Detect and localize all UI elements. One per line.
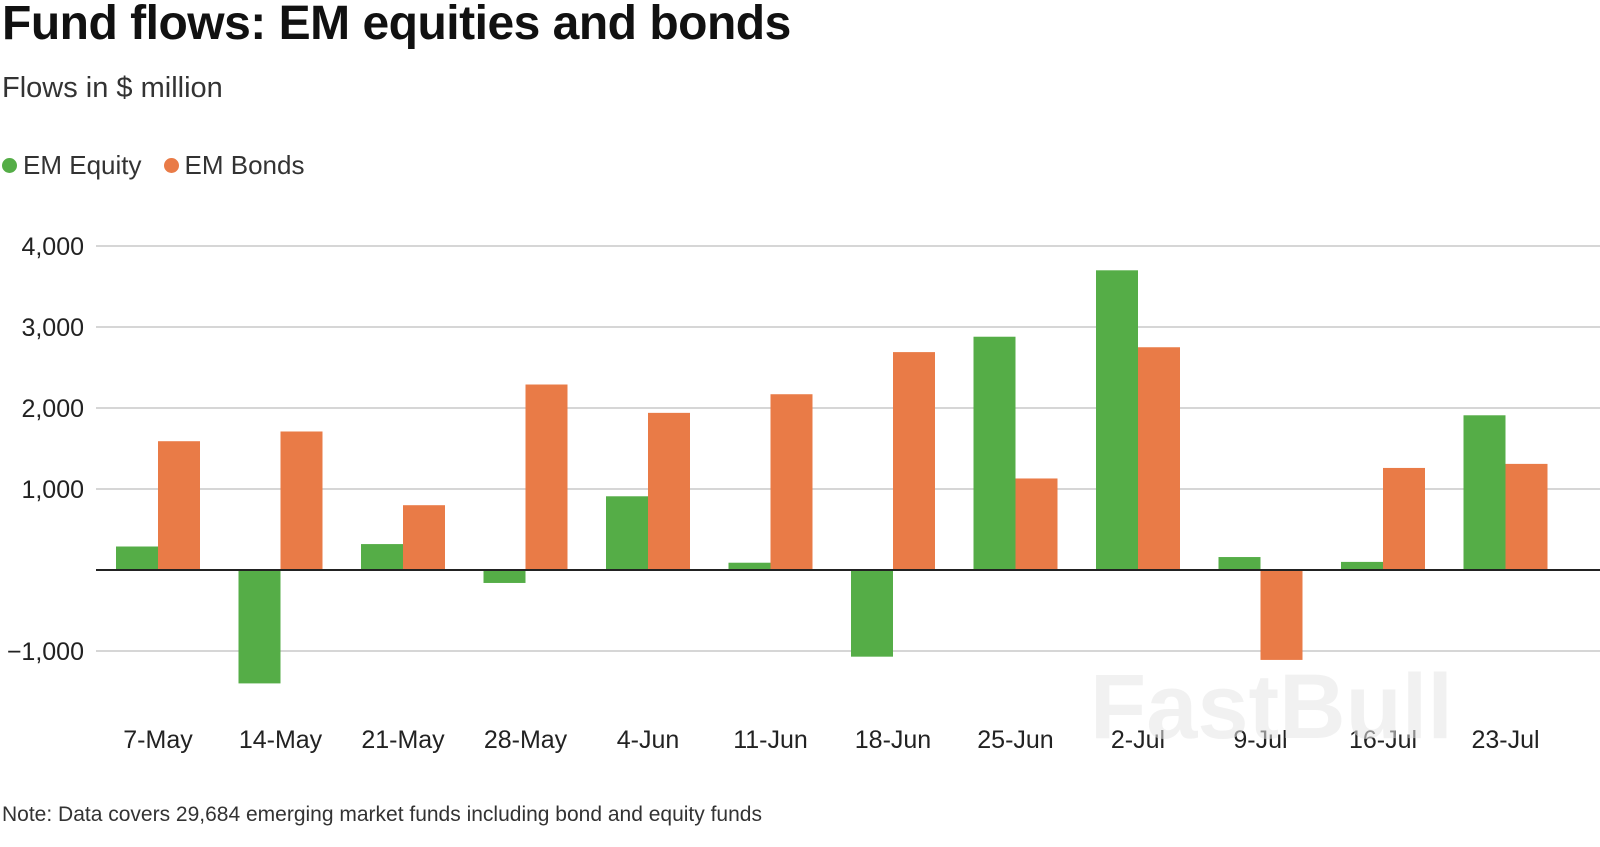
x-tick-label: 18-Jun — [855, 726, 931, 754]
legend: EM Equity EM Bonds — [2, 150, 304, 181]
bar-bonds-9-jul — [1260, 570, 1303, 660]
x-tick-label: 2-Jul — [1111, 726, 1165, 754]
bar-equity-7-may — [116, 546, 158, 570]
x-tick-label: 28-May — [484, 726, 568, 754]
x-tick-label: 25-Jun — [977, 726, 1053, 754]
y-tick-label: 4,000 — [21, 233, 84, 261]
legend-label-bonds: EM Bonds — [184, 150, 305, 180]
bar-layer — [116, 270, 1548, 684]
watermark-logo: FastBull — [1090, 656, 1453, 758]
bar-equity-2-jul — [1096, 270, 1138, 570]
legend-dot-bonds — [163, 158, 179, 173]
legend-dot-equity — [2, 158, 17, 173]
chart-note: Note: Data covers 29,684 emerging market… — [2, 803, 762, 826]
bar-equity-23-jul — [1463, 415, 1506, 570]
grid-layer — [96, 245, 1600, 652]
bar-equity-18-jun — [851, 570, 893, 657]
bar-bonds-7-may — [158, 441, 200, 570]
bar-bonds-16-jul — [1383, 467, 1425, 570]
label-layer: 4,000 3,000 2,000 1,000 −1,000 7-May 14-May 21-… — [7, 233, 1540, 754]
x-tick-label: 4-Jun — [617, 726, 680, 754]
y-tick-label: −1,000 — [7, 638, 84, 666]
bar-bonds-25-jun — [1015, 478, 1058, 570]
x-tick-label: 16-Jul — [1349, 726, 1417, 754]
bar-bonds-28-may — [525, 384, 568, 570]
bar-bonds-11-jun — [770, 394, 813, 570]
x-tick-label: 11-Jun — [733, 726, 808, 754]
bar-equity-11-jun — [728, 562, 771, 570]
bar-equity-4-jun — [606, 496, 648, 570]
bar-bonds-18-jun — [893, 352, 935, 570]
x-tick-label: 21-May — [361, 726, 445, 754]
y-tick-label: 1,000 — [21, 476, 84, 504]
bar-bonds-2-jul — [1138, 347, 1180, 570]
x-tick-label: 23-Jul — [1471, 726, 1539, 754]
bar-bonds-14-may — [280, 431, 323, 570]
y-tick-label: 3,000 — [21, 314, 84, 342]
bar-equity-28-may — [483, 570, 526, 583]
bar-equity-14-may — [238, 570, 281, 684]
legend-item-equity: EM Equity — [2, 150, 142, 181]
chart-title: Fund flows: EM equities and bonds — [2, 0, 791, 50]
legend-label-equity: EM Equity — [23, 150, 142, 180]
bar-bonds-23-jul — [1505, 463, 1548, 570]
bar-bonds-21-may — [403, 505, 445, 570]
legend-item-bonds: EM Bonds — [163, 150, 305, 181]
y-tick-label: 2,000 — [21, 395, 84, 423]
x-tick-label: 14-May — [239, 726, 323, 754]
bar-equity-16-jul — [1341, 561, 1383, 570]
bar-equity-25-jun — [973, 336, 1016, 570]
x-tick-label: 9-Jul — [1233, 726, 1287, 754]
bar-equity-21-may — [361, 544, 403, 570]
x-tick-label: 7-May — [123, 726, 193, 754]
chart-subtitle: Flows in $ million — [2, 72, 223, 104]
bar-bonds-4-jun — [648, 412, 690, 570]
bar-equity-9-jul — [1218, 557, 1261, 570]
